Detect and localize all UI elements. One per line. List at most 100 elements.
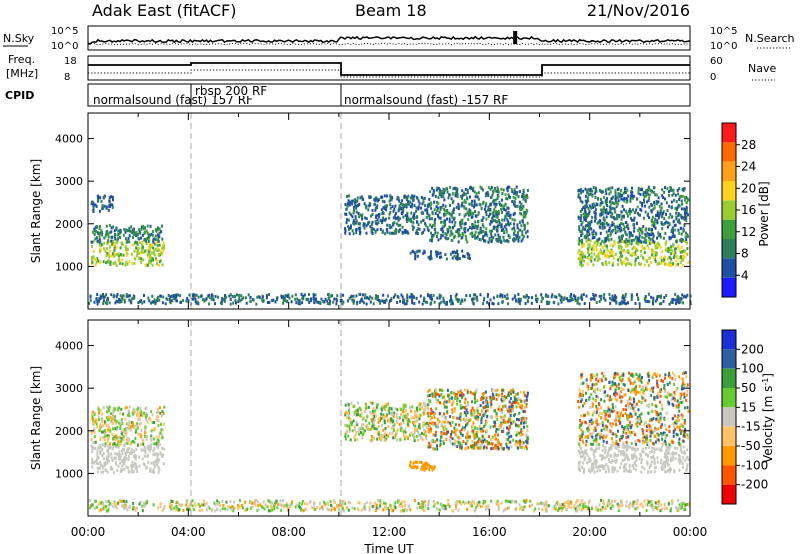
power-mark <box>355 294 358 298</box>
power-mark <box>626 223 629 227</box>
velocity-mark <box>583 467 585 471</box>
power-mark <box>392 223 395 227</box>
power-mark <box>130 252 133 256</box>
power-mark <box>606 204 609 207</box>
velocity-mark <box>138 455 140 459</box>
power-mark <box>169 299 172 303</box>
power-mark <box>655 193 658 197</box>
power-mark <box>577 195 580 199</box>
power-mark <box>158 243 161 247</box>
velocity-mark <box>424 404 427 408</box>
power-mark <box>487 186 490 190</box>
velocity-mark <box>375 414 378 418</box>
power-mark <box>197 295 200 299</box>
power-mark <box>582 212 585 216</box>
power-mark <box>408 295 411 299</box>
velocity-mark <box>678 461 681 465</box>
power-mark <box>438 193 441 196</box>
power-mark <box>629 190 632 194</box>
power-mark <box>105 254 108 258</box>
velocity-mark <box>428 468 431 472</box>
velocity-mark <box>354 433 357 437</box>
power-mark <box>623 296 626 300</box>
power-mark <box>631 247 634 251</box>
power-mark <box>118 261 121 265</box>
power-mark <box>430 217 433 221</box>
velocity-mark <box>367 426 369 430</box>
power-mark <box>580 234 583 237</box>
velocity-mark <box>443 412 446 416</box>
power-mark <box>137 251 140 255</box>
velocity-mark <box>502 420 505 424</box>
power-mark <box>450 302 453 306</box>
velocity-mark <box>459 446 461 450</box>
velocity-mark <box>582 453 585 457</box>
power-mark <box>435 205 438 209</box>
power-mark <box>580 296 583 300</box>
velocity-mark <box>664 470 667 474</box>
velocity-mark <box>399 438 402 442</box>
power-mark <box>154 302 157 306</box>
power-mark <box>643 246 646 250</box>
velocity-mark <box>506 407 509 411</box>
power-mark <box>120 300 123 303</box>
velocity-mark <box>431 423 434 427</box>
power-mark <box>652 234 655 238</box>
power-mark <box>624 294 627 298</box>
power-mark <box>147 252 150 256</box>
velocity-mark <box>385 433 388 437</box>
power-mark <box>239 299 242 303</box>
power-mark <box>654 244 657 248</box>
velocity-mark <box>424 467 427 471</box>
power-mark <box>476 298 479 302</box>
velocity-mark <box>94 447 97 451</box>
velocity-mark <box>145 437 148 441</box>
power-colorbar-swatch <box>722 258 736 278</box>
power-mark <box>650 203 653 207</box>
power-mark <box>584 213 587 217</box>
velocity-mark <box>465 408 468 412</box>
power-mark <box>623 190 626 194</box>
power-mark <box>498 201 501 205</box>
velocity-mark <box>510 390 513 394</box>
power-mark <box>467 256 470 260</box>
power-mark <box>625 200 628 204</box>
power-mark <box>679 214 682 218</box>
power-mark <box>464 234 467 238</box>
power-mark <box>642 198 645 202</box>
power-mark <box>587 250 590 254</box>
power-mark <box>440 190 443 193</box>
velocity-mark <box>486 409 489 413</box>
velocity-mark <box>526 428 529 432</box>
power-mark <box>118 300 121 304</box>
velocity-mark <box>526 425 529 428</box>
power-mark <box>496 212 499 216</box>
cpid-segment-1: normalsound (fast) 157 RF <box>93 93 253 107</box>
power-mark <box>618 237 621 241</box>
velocity-mark <box>406 422 409 426</box>
power-mark <box>443 198 446 202</box>
power-mark <box>496 229 499 233</box>
power-mark <box>679 260 682 264</box>
velocity-mark <box>515 400 518 404</box>
velocity-mark <box>136 414 139 417</box>
power-mark <box>673 235 676 239</box>
velocity-mark <box>103 438 106 442</box>
power-mark <box>595 245 598 249</box>
power-mark <box>113 229 116 233</box>
power-mark <box>664 231 667 235</box>
power-mark <box>657 196 660 200</box>
velocity-mark <box>144 431 147 435</box>
power-mark <box>298 299 301 303</box>
power-mark <box>630 298 633 301</box>
power-mark <box>128 240 131 244</box>
velocity-mark <box>486 401 489 405</box>
power-mark <box>581 245 584 249</box>
velocity-mark <box>137 410 140 414</box>
velocity-mark <box>454 443 457 447</box>
power-mark <box>618 224 621 227</box>
velocity-mark <box>446 388 449 392</box>
velocity-mark <box>119 427 122 430</box>
power-mark <box>672 188 675 192</box>
velocity-mark <box>431 392 434 396</box>
